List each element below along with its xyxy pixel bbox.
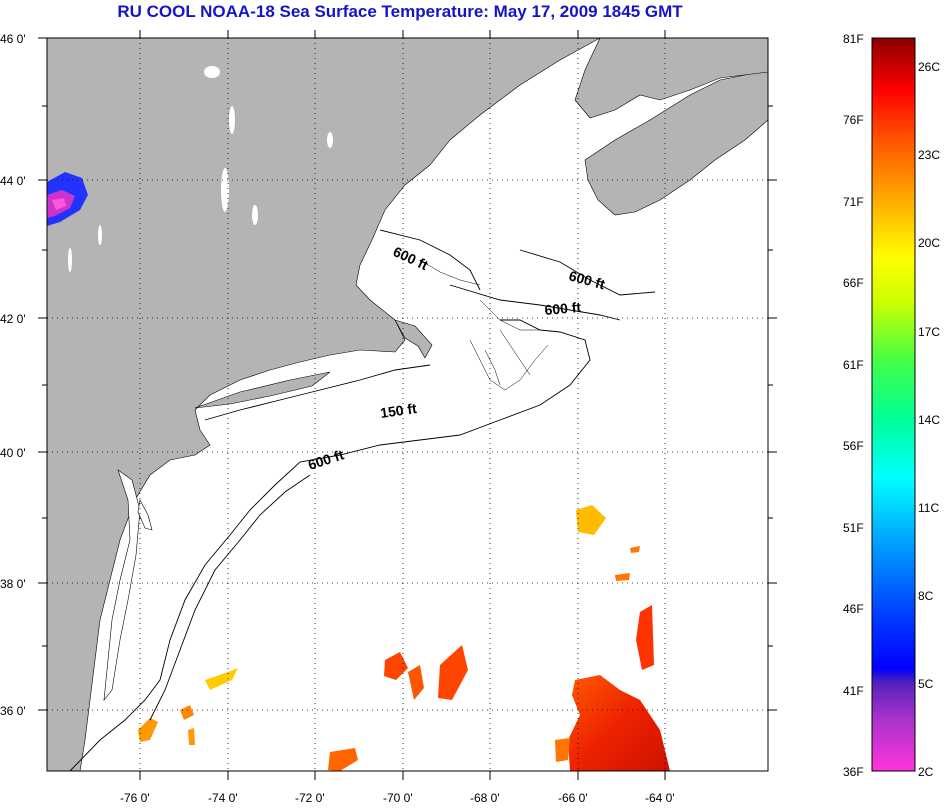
lat-label: 46 0' [0,32,26,46]
map-frame [46,37,769,772]
map-title: RU COOL NOAA-18 Sea Surface Temperature:… [117,2,683,21]
colorbar-c-label: 20C [918,236,940,250]
lat-label: 38 0' [0,577,26,591]
lon-label: -66 0' [558,791,588,805]
colorbar-f-label: 56F [843,439,864,453]
colorbar-celsius-labels: 26C 23C 20C 17C 14C 11C 8C 5C 2C [918,60,940,779]
colorbar-f-label: 71F [843,195,864,209]
colorbar-c-label: 17C [918,325,940,339]
lon-label: -76 0' [120,791,150,805]
lat-label: 42 0' [0,312,26,326]
colorbar-c-label: 5C [918,677,934,691]
delaware-bay [137,499,153,531]
land-canada-north [574,38,768,119]
lon-label: -70 0' [383,791,413,805]
contour-label: 150 ft [379,400,418,421]
colorbar-c-label: 8C [918,589,934,603]
bathymetry-contours [69,229,656,771]
lon-label: -72 0' [295,791,325,805]
chesapeake-bay [103,469,141,701]
colorbar-c-label: 26C [918,60,940,74]
lat-label: 36 0' [0,704,26,718]
colorbar-fahrenheit-labels: 81F 76F 71F 66F 61F 56F 51F 46F 41F 36F [843,32,864,779]
colorbar-f-label: 76F [843,113,864,127]
contour-label: 600 ft [544,299,582,318]
colorbar-f-label: 81F [843,32,864,46]
land-cape-cod [394,319,433,359]
map-ticks [38,30,777,780]
lon-label: -64 0' [645,791,675,805]
lon-label: -74 0' [208,791,238,805]
gulf-of-maine-detail [419,259,549,391]
sst-warm-patches [138,505,670,771]
lon-label: -68 0' [470,791,500,805]
colorbar-f-label: 46F [843,602,864,616]
sst-cold-patch [47,172,88,226]
colorbar-c-label: 14C [918,413,940,427]
temperature-colorbar: 81F 76F 71F 66F 61F 56F 51F 46F 41F 36F … [843,32,940,779]
land-long-island [194,371,331,409]
inland-lakes [68,66,333,272]
colorbar-c-label: 2C [918,765,934,779]
colorbar-f-label: 66F [843,276,864,290]
colorbar-c-label: 11C [918,501,939,515]
land-nova-scotia [584,71,768,216]
graticule [47,38,768,771]
colorbar-f-label: 41F [843,684,864,698]
lat-label: 40 0' [0,446,26,460]
longitude-labels: -76 0' -74 0' -72 0' -70 0' -68 0' -66 0… [120,791,675,805]
lat-label: 44 0' [0,174,26,188]
colorbar-f-label: 51F [843,521,864,535]
colorbar-c-label: 23C [918,148,940,162]
colorbar-f-label: 36F [843,765,864,779]
land-us-mainland [47,38,601,771]
latitude-labels: 46 0' 44 0' 42 0' 40 0' 38 0' 36 0' [0,32,26,718]
colorbar-f-label: 61F [843,358,864,372]
colorbar-gradient [871,37,916,772]
